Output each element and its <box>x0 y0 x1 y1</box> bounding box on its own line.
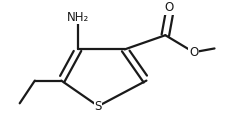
Text: O: O <box>164 1 174 14</box>
Text: NH₂: NH₂ <box>67 11 89 24</box>
Text: O: O <box>189 46 198 59</box>
Text: S: S <box>94 100 102 113</box>
